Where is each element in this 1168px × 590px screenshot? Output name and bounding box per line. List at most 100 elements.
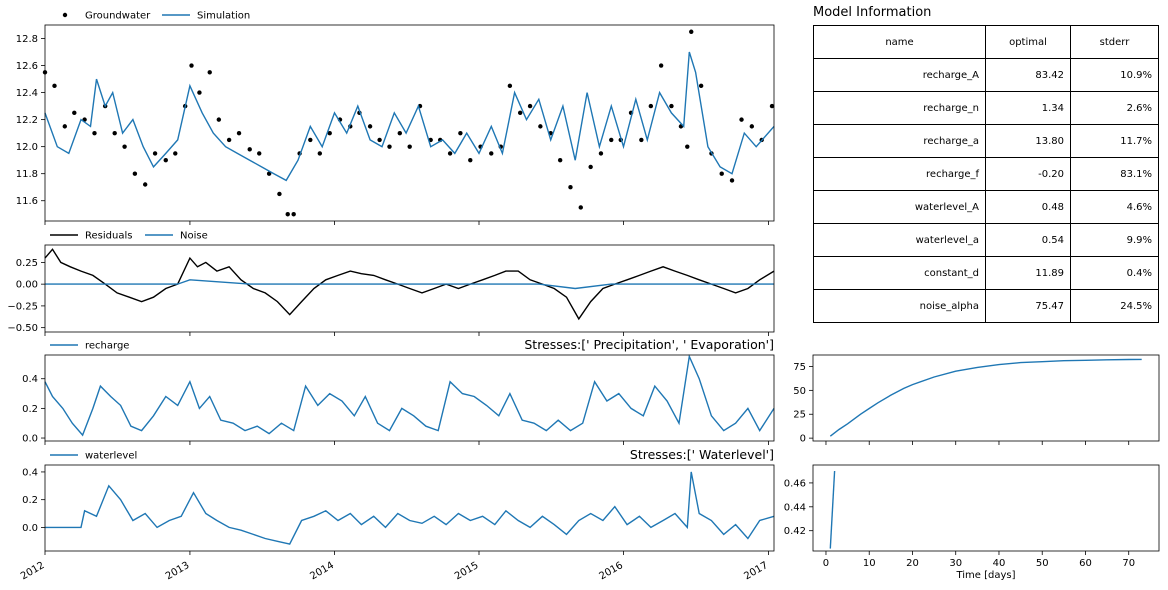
groundwater-point <box>327 130 332 136</box>
groundwater-point <box>122 144 127 149</box>
table-row: recharge_A 83.42 10.9% <box>813 58 1159 92</box>
groundwater-point <box>266 171 272 176</box>
y-tick-label: 25 <box>793 410 806 421</box>
groundwater-point <box>447 151 453 156</box>
recharge-response-panel: 0 25 50 75 <box>793 354 1160 445</box>
groundwater-point <box>639 137 644 143</box>
recharge-line <box>44 354 775 437</box>
parameter-name-cell: waterlevel_a <box>813 223 986 257</box>
waterlevel-response-panel: 0.42 0.44 0.46 0 10 20 30 40 50 60 70 Time [days] <box>784 464 1160 581</box>
groundwater-point <box>685 144 690 149</box>
x-tick-label: 20 <box>906 558 919 569</box>
groundwater-point <box>468 157 473 163</box>
axes-frame <box>812 464 1160 552</box>
column-header-name: name <box>813 25 986 59</box>
table-row: recharge_f -0.20 83.1% <box>813 157 1159 191</box>
groundwater-point <box>609 137 614 143</box>
groundwater-point <box>557 157 563 163</box>
groundwater-point <box>658 63 664 68</box>
y-tick-label: 12.4 <box>16 88 38 99</box>
groundwater-point <box>367 124 373 129</box>
groundwater-point <box>285 212 290 217</box>
stderr-value-cell: 24.5% <box>1070 289 1159 323</box>
x-tick-label: 2013 <box>164 560 192 582</box>
groundwater-point <box>308 137 313 143</box>
groundwater-point <box>527 103 533 109</box>
table-header-row: name optimal stderr <box>813 25 1159 59</box>
groundwater-point <box>142 182 148 187</box>
x-tick-label: 50 <box>1036 558 1049 569</box>
groundwater-point <box>729 178 735 183</box>
x-tick-label: 40 <box>993 558 1006 569</box>
groundwater-point <box>749 124 755 129</box>
optimal-value-cell: 83.42 <box>985 58 1071 92</box>
groundwater-point <box>739 117 744 122</box>
y-tick-label: 12.2 <box>16 115 38 126</box>
groundwater-point <box>291 212 296 217</box>
y-tick-label: 0.46 <box>784 478 806 489</box>
parameter-name-cell: constant_d <box>813 256 986 290</box>
groundwater-point <box>648 103 654 109</box>
column-header-stderr: stderr <box>1070 25 1159 59</box>
model-information-title: Model Information <box>813 5 932 20</box>
legend-label: Residuals <box>85 231 132 242</box>
y-tick-label: 0.0 <box>22 434 38 445</box>
groundwater-point <box>769 103 775 109</box>
groundwater-point <box>189 63 194 68</box>
axes-frame <box>44 354 775 442</box>
x-tick-label: 10 <box>863 558 876 569</box>
optimal-value-cell: 11.89 <box>985 256 1071 290</box>
groundwater-point <box>207 70 212 75</box>
table-row: constant_d 11.89 0.4% <box>813 256 1159 290</box>
groundwater-point <box>197 90 202 95</box>
y-tick-label: 11.6 <box>16 196 38 207</box>
table-row: recharge_n 1.34 2.6% <box>813 91 1159 125</box>
groundwater-point <box>387 144 392 149</box>
y-tick-label: 0.42 <box>784 526 806 537</box>
groundwater-point <box>72 110 77 116</box>
axes-frame <box>44 464 775 552</box>
y-tick-label: 75 <box>793 362 806 373</box>
response-line <box>829 470 836 549</box>
groundwater-point <box>112 130 117 136</box>
groundwater-point <box>257 151 262 156</box>
groundwater-point <box>489 151 494 156</box>
parameter-name-cell: noise_alpha <box>813 289 986 323</box>
groundwater-point <box>507 83 513 89</box>
groundwater-point <box>226 137 232 143</box>
y-tick-label: 12.0 <box>16 142 38 153</box>
y-tick-label: −0.50 <box>7 323 38 334</box>
x-tick-label: 2015 <box>453 560 481 582</box>
groundwater-point <box>407 144 412 149</box>
groundwater-point <box>689 29 694 34</box>
stderr-value-cell: 10.9% <box>1070 58 1159 92</box>
y-tick-label: 12.6 <box>16 61 38 72</box>
groundwater-point <box>669 103 674 109</box>
simulation-line <box>44 51 775 182</box>
y-tick-label: 0.4 <box>22 374 38 385</box>
axes-frame <box>44 24 775 222</box>
groundwater-point <box>52 83 57 89</box>
legend-label: waterlevel <box>85 451 137 462</box>
groundwater-point <box>173 151 178 156</box>
groundwater-point <box>538 124 543 129</box>
groundwater-point <box>588 164 593 170</box>
y-tick-label: 0.0 <box>22 523 38 534</box>
optimal-value-cell: 13.80 <box>985 124 1071 158</box>
groundwater-point <box>377 137 382 143</box>
legend-label: Noise <box>180 231 208 242</box>
groundwater-point <box>216 117 222 122</box>
stderr-value-cell: 2.6% <box>1070 91 1159 125</box>
groundwater-point <box>236 130 242 136</box>
y-tick-label: 0.44 <box>784 502 806 513</box>
parameter-name-cell: recharge_n <box>813 91 986 125</box>
legend-label: Simulation <box>197 11 250 22</box>
x-tick-label: 0 <box>823 558 829 569</box>
groundwater-point <box>719 171 724 176</box>
groundwater-point <box>578 205 583 210</box>
groundwater-point <box>132 171 138 176</box>
optimal-value-cell: 75.47 <box>985 289 1071 323</box>
parameter-name-cell: recharge_a <box>813 124 986 158</box>
stderr-value-cell: 9.9% <box>1070 223 1159 257</box>
